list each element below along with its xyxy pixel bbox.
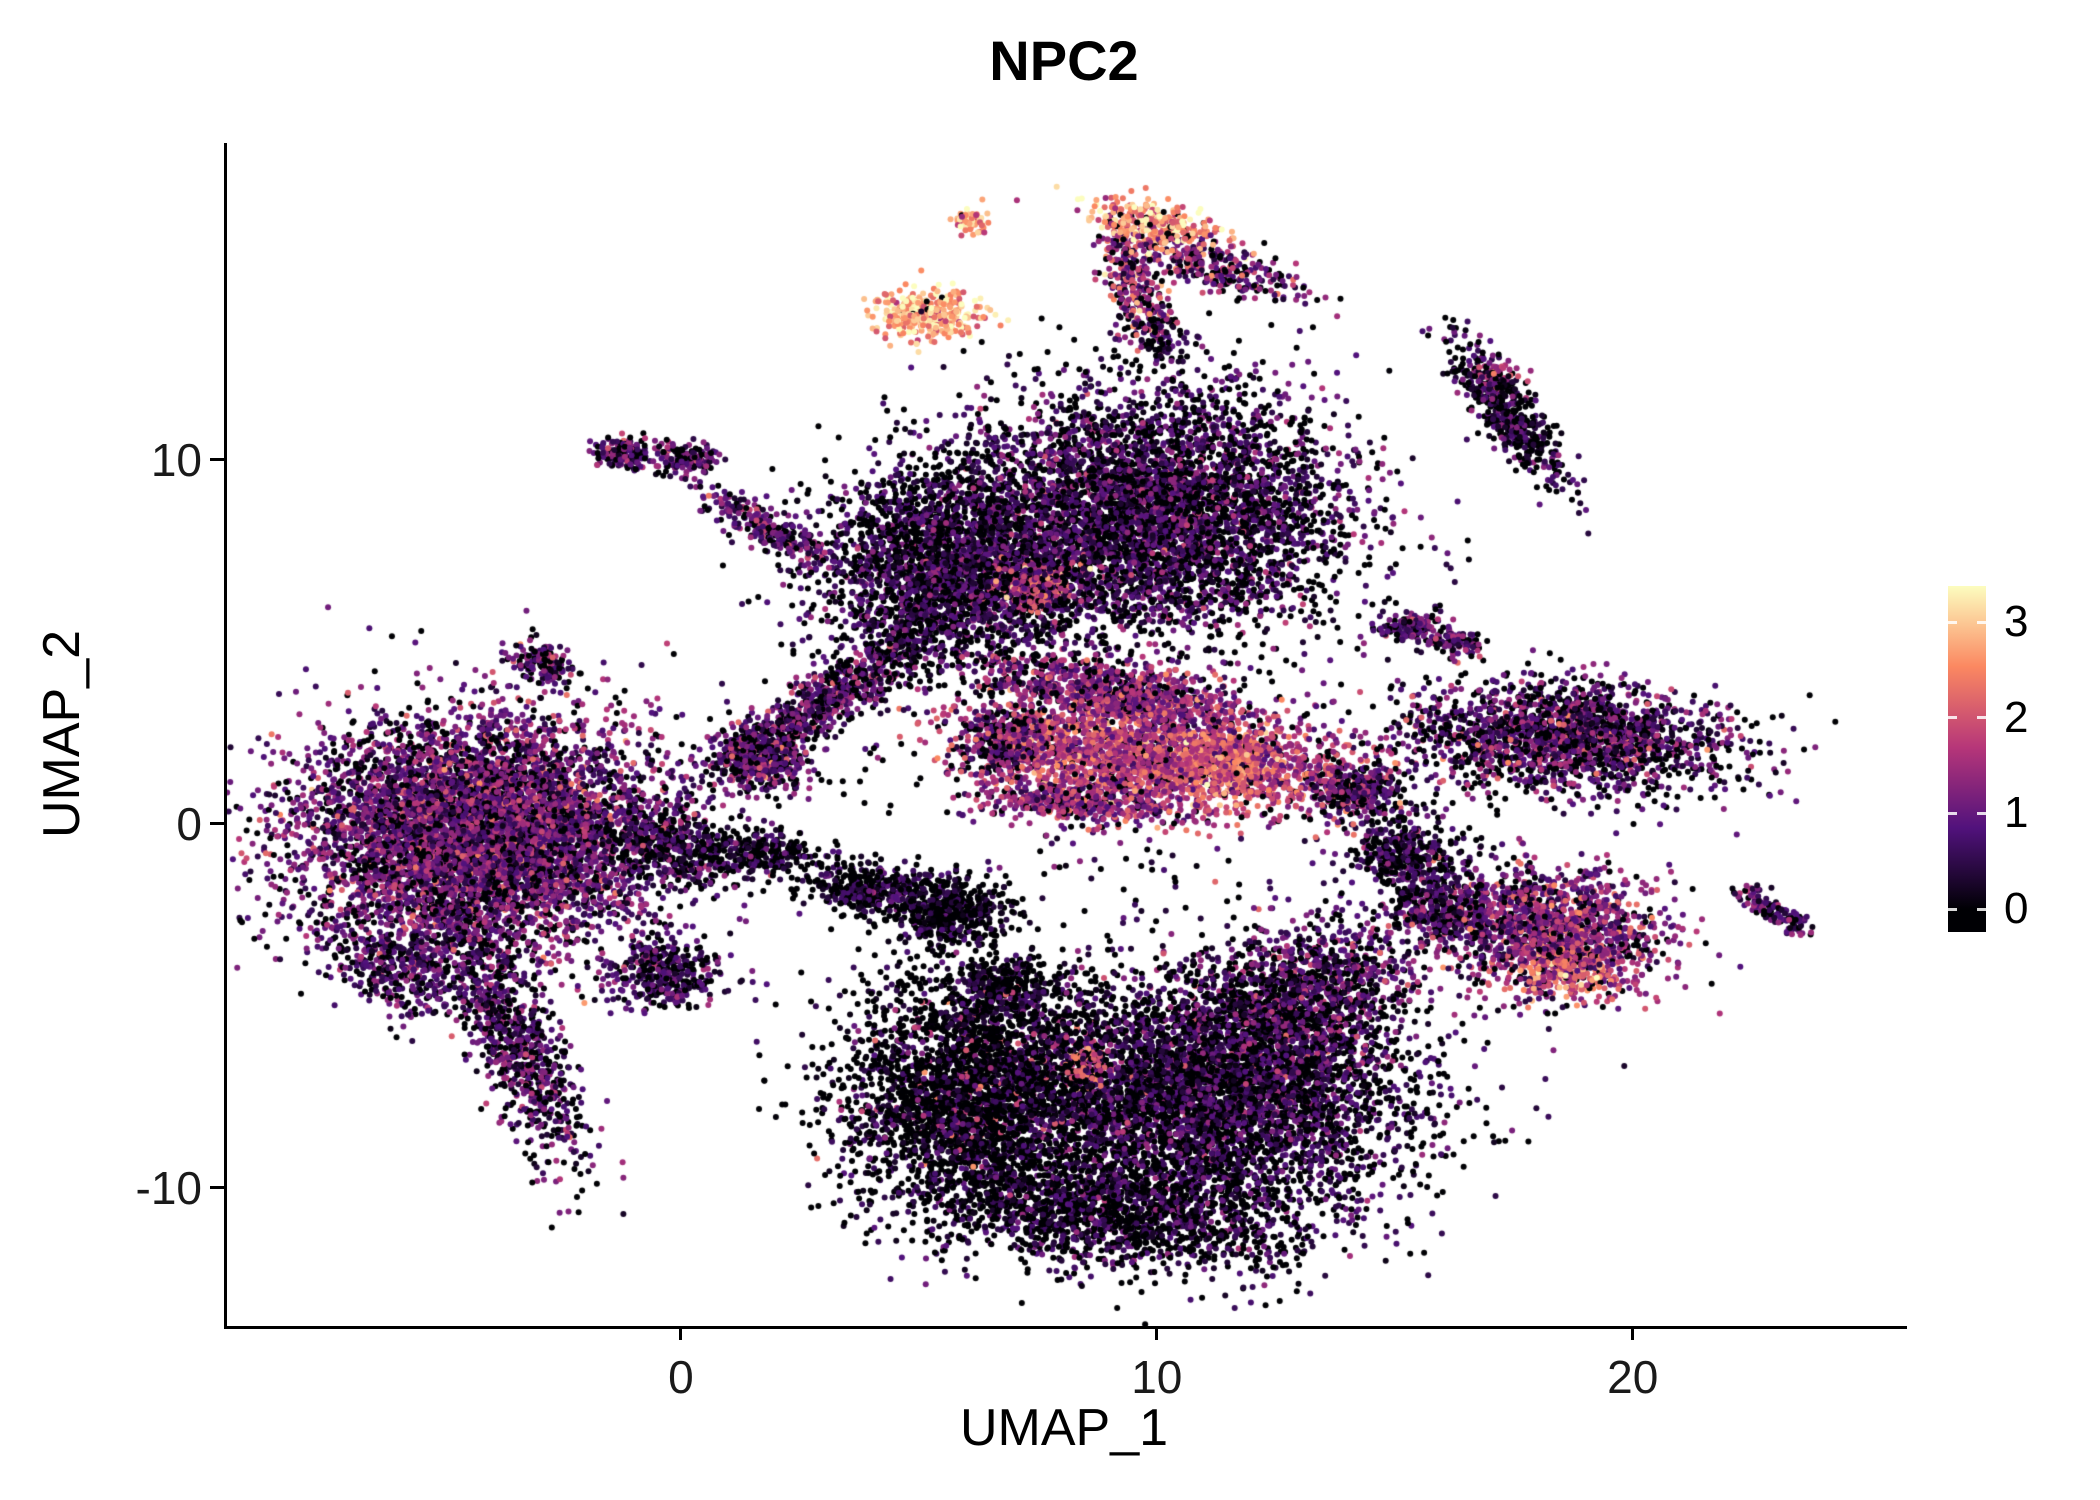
umap-scatter-canvas bbox=[227, 143, 1907, 1326]
x-tick-label: 20 bbox=[1607, 1351, 1659, 1403]
colorbar-tick-mark bbox=[1948, 620, 1957, 624]
plot-panel bbox=[224, 143, 1907, 1329]
y-tick-label: -10 bbox=[135, 1161, 202, 1214]
chart-title: NPC2 bbox=[989, 29, 1139, 92]
colorbar-tick-mark bbox=[1948, 716, 1957, 720]
y-axis-label: UMAP_2 bbox=[33, 629, 91, 839]
y-tick-mark bbox=[210, 458, 224, 462]
colorbar-gradient bbox=[1948, 586, 1986, 932]
x-tick-label: 10 bbox=[1131, 1351, 1183, 1403]
colorbar-tick-mark bbox=[1977, 620, 1986, 624]
colorbar-tick-mark bbox=[1977, 716, 1986, 720]
colorbar-tick-mark bbox=[1977, 907, 1986, 911]
colorbar-tick-mark bbox=[1948, 907, 1957, 911]
colorbar-tick-mark bbox=[1977, 811, 1986, 815]
x-tick-label: 0 bbox=[668, 1351, 694, 1403]
x-tick-mark bbox=[679, 1326, 683, 1340]
colorbar-tick-label: 2 bbox=[2004, 692, 2029, 742]
x-tick-mark bbox=[1631, 1326, 1635, 1340]
colorbar-tick-label: 3 bbox=[2004, 597, 2029, 647]
colorbar-tick-label: 0 bbox=[2004, 884, 2029, 934]
x-tick-mark bbox=[1155, 1326, 1159, 1340]
x-axis-label: UMAP_1 bbox=[959, 1399, 1169, 1457]
y-tick-label: 0 bbox=[176, 797, 202, 850]
colorbar-tick-label: 1 bbox=[2004, 788, 2029, 838]
y-tick-label: 10 bbox=[150, 433, 202, 486]
y-tick-mark bbox=[210, 822, 224, 826]
y-tick-mark bbox=[210, 1186, 224, 1190]
colorbar-tick-mark bbox=[1948, 811, 1957, 815]
